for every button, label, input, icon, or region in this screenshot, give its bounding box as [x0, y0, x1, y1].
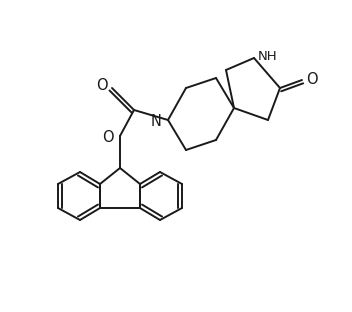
Text: O: O [102, 130, 114, 145]
Text: N: N [151, 115, 162, 129]
Text: NH: NH [258, 50, 278, 62]
Text: O: O [96, 79, 108, 94]
Text: O: O [306, 71, 318, 86]
